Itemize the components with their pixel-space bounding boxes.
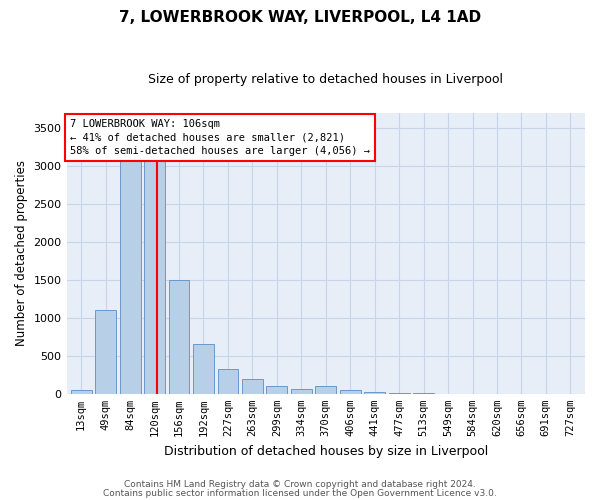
- Y-axis label: Number of detached properties: Number of detached properties: [15, 160, 28, 346]
- Bar: [169, 280, 190, 394]
- Bar: [316, 386, 336, 394]
- Bar: [71, 390, 92, 394]
- Bar: [389, 393, 410, 394]
- Bar: [242, 378, 263, 394]
- Bar: [218, 369, 238, 394]
- X-axis label: Distribution of detached houses by size in Liverpool: Distribution of detached houses by size …: [164, 444, 488, 458]
- Text: Contains public sector information licensed under the Open Government Licence v3: Contains public sector information licen…: [103, 488, 497, 498]
- Bar: [291, 390, 312, 394]
- Text: 7, LOWERBROOK WAY, LIVERPOOL, L4 1AD: 7, LOWERBROOK WAY, LIVERPOOL, L4 1AD: [119, 10, 481, 25]
- Title: Size of property relative to detached houses in Liverpool: Size of property relative to detached ho…: [148, 72, 503, 86]
- Text: 7 LOWERBROOK WAY: 106sqm
← 41% of detached houses are smaller (2,821)
58% of sem: 7 LOWERBROOK WAY: 106sqm ← 41% of detach…: [70, 119, 370, 156]
- Bar: [95, 310, 116, 394]
- Bar: [364, 392, 385, 394]
- Bar: [144, 132, 165, 394]
- Text: Contains HM Land Registry data © Crown copyright and database right 2024.: Contains HM Land Registry data © Crown c…: [124, 480, 476, 489]
- Bar: [340, 390, 361, 394]
- Bar: [266, 386, 287, 394]
- Bar: [193, 344, 214, 394]
- Bar: [120, 132, 140, 394]
